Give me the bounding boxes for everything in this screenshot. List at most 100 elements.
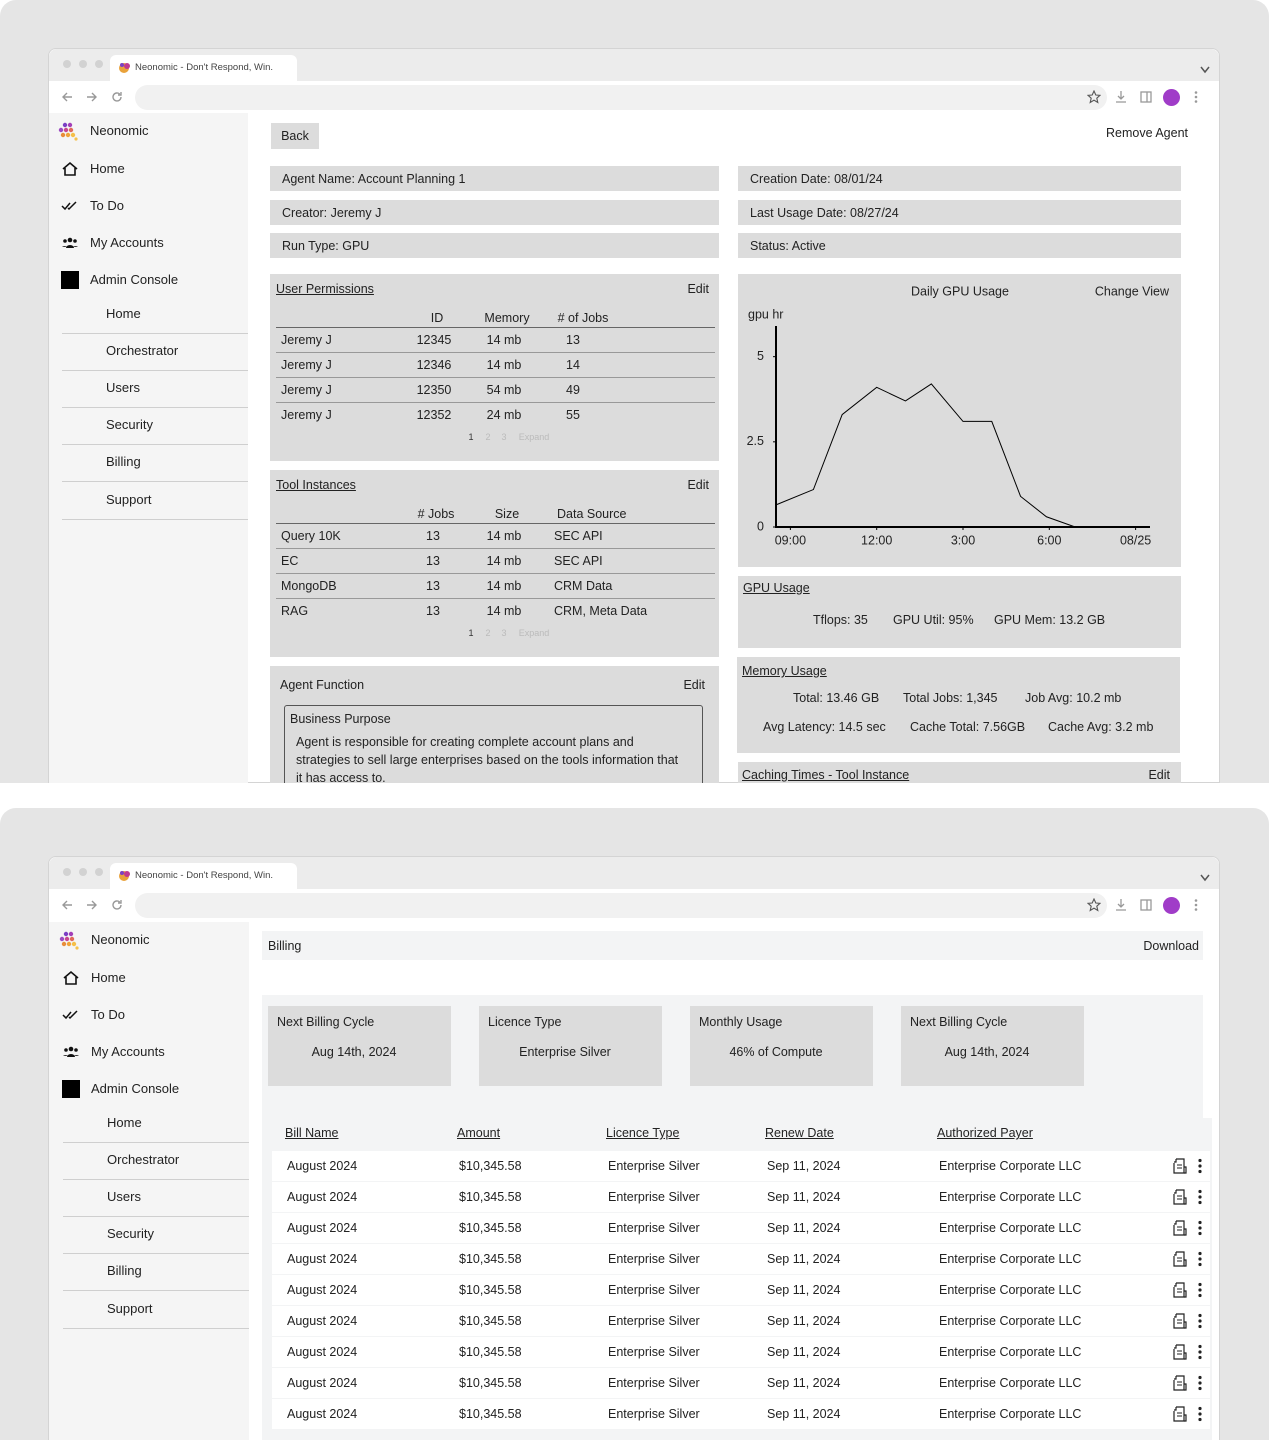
row-menu[interactable] <box>1196 1189 1204 1205</box>
downloads[interactable] <box>1114 898 1128 912</box>
back-arrow[interactable] <box>60 90 74 104</box>
nav-item[interactable]: Admin Console <box>91 1081 180 1096</box>
graphic-part <box>1116 91 1126 103</box>
cell: 13 <box>426 529 440 543</box>
forward-arrow[interactable] <box>85 90 99 104</box>
row-menu[interactable] <box>1196 1344 1204 1360</box>
graphic-part <box>112 900 122 910</box>
remove-agent-button[interactable]: Remove Agent <box>1106 126 1188 140</box>
nav-item[interactable]: My Accounts <box>90 235 164 250</box>
admin-nav-item[interactable]: Users <box>106 380 140 395</box>
reload[interactable] <box>110 898 124 912</box>
pagination[interactable]: 1 <box>468 628 474 638</box>
column-header[interactable]: Licence Type <box>606 1126 680 1140</box>
graphic-part <box>64 936 70 942</box>
column-header[interactable]: Renew Date <box>765 1126 834 1140</box>
cell: 12345 <box>416 333 452 347</box>
pagination[interactable]: 3 <box>501 432 507 442</box>
admin-nav-item[interactable]: Security <box>106 417 153 432</box>
invoice-icon[interactable] <box>1173 1251 1187 1267</box>
side-panel[interactable] <box>1139 90 1153 104</box>
graphic-part <box>62 161 78 176</box>
nav-divider <box>63 1328 249 1329</box>
admin-nav-item[interactable]: Home <box>106 306 141 321</box>
graphic-part <box>63 127 69 133</box>
graphic-part <box>1198 1169 1202 1174</box>
invoice-icon[interactable] <box>1173 1375 1187 1391</box>
edit-button[interactable]: Edit <box>1148 768 1170 782</box>
row-menu[interactable] <box>1196 1158 1204 1174</box>
invoice-icon[interactable] <box>1173 1189 1187 1205</box>
tab-menu[interactable] <box>1199 62 1211 74</box>
cell: $10,345.58 <box>459 1345 522 1359</box>
graphic-part <box>63 239 67 243</box>
admin-nav-item[interactable]: Support <box>106 492 152 507</box>
pagination[interactable]: Expand <box>518 432 550 442</box>
row-menu[interactable] <box>1196 1313 1204 1329</box>
info-text: Agent Name: Account Planning 1 <box>282 172 466 186</box>
invoice-icon[interactable] <box>1173 1220 1187 1236</box>
nav-item[interactable]: Home <box>91 970 126 985</box>
forward-arrow[interactable] <box>85 898 99 912</box>
nav-item[interactable]: To Do <box>90 198 124 213</box>
nav-item[interactable]: To Do <box>91 1007 125 1022</box>
edit-button[interactable]: Edit <box>687 478 709 492</box>
nav-item[interactable]: Admin Console <box>90 272 179 287</box>
nav-item[interactable]: My Accounts <box>91 1044 165 1059</box>
column-header[interactable]: Authorized Payer <box>937 1126 1033 1140</box>
summary-card <box>901 1006 1084 1086</box>
bookmark[interactable] <box>1086 897 1102 912</box>
admin-nav-item[interactable]: Billing <box>106 454 141 469</box>
brand-logo <box>57 120 79 142</box>
nav-item[interactable]: Home <box>90 161 125 176</box>
pagination[interactable]: 2 <box>485 628 491 638</box>
cell: 12346 <box>416 358 452 372</box>
row-menu[interactable] <box>1196 1406 1204 1422</box>
cell: 12352 <box>416 408 452 422</box>
browser-menu[interactable] <box>1192 898 1200 912</box>
invoice-icon[interactable] <box>1173 1158 1187 1174</box>
admin-nav-item[interactable]: Orchestrator <box>107 1152 180 1167</box>
column-header[interactable]: Bill Name <box>285 1126 339 1140</box>
row-menu[interactable] <box>1196 1282 1204 1298</box>
admin-nav-item[interactable]: Users <box>107 1189 141 1204</box>
pagination[interactable]: 1 <box>468 432 474 442</box>
admin-nav-item[interactable]: Home <box>107 1115 142 1130</box>
pagination[interactable]: 2 <box>485 432 491 442</box>
reload[interactable] <box>110 90 124 104</box>
column-header[interactable]: Amount <box>457 1126 501 1140</box>
row-menu[interactable] <box>1196 1220 1204 1236</box>
tab-menu[interactable] <box>1199 870 1211 882</box>
edit-button[interactable]: Edit <box>687 282 709 296</box>
graphic-part <box>120 63 124 67</box>
admin-nav-item[interactable]: Support <box>107 1301 153 1316</box>
pagination[interactable]: Expand <box>518 628 550 638</box>
invoice-icon[interactable] <box>1173 1406 1187 1422</box>
summary-card <box>479 1006 662 1086</box>
browser-menu[interactable] <box>1192 90 1200 104</box>
row-menu[interactable] <box>1196 1375 1204 1391</box>
cell: Enterprise Silver <box>608 1407 700 1421</box>
invoice-icon[interactable] <box>1173 1313 1187 1329</box>
admin-nav-item[interactable]: Billing <box>107 1263 142 1278</box>
back-button[interactable]: Back <box>281 129 309 143</box>
admin-nav-item[interactable]: Security <box>107 1226 154 1241</box>
pagination[interactable]: 3 <box>501 628 507 638</box>
back-arrow[interactable] <box>60 898 74 912</box>
change-view-button[interactable]: Change View <box>1095 284 1170 298</box>
bookmark[interactable] <box>1086 89 1102 104</box>
row-menu[interactable] <box>1196 1251 1204 1267</box>
graphic-part <box>1198 1200 1202 1205</box>
window-control <box>63 60 71 68</box>
cell: $10,345.58 <box>459 1407 522 1421</box>
download-button[interactable]: Download <box>1143 939 1199 953</box>
invoice-icon[interactable] <box>1173 1344 1187 1360</box>
downloads[interactable] <box>1114 90 1128 104</box>
nav-divider <box>63 1142 249 1143</box>
invoice-icon[interactable] <box>1173 1282 1187 1298</box>
edit-button[interactable]: Edit <box>683 678 705 692</box>
side-panel[interactable] <box>1139 898 1153 912</box>
graphic-part <box>124 63 130 69</box>
cell: Sep 11, 2024 <box>767 1407 841 1421</box>
admin-nav-item[interactable]: Orchestrator <box>106 343 179 358</box>
